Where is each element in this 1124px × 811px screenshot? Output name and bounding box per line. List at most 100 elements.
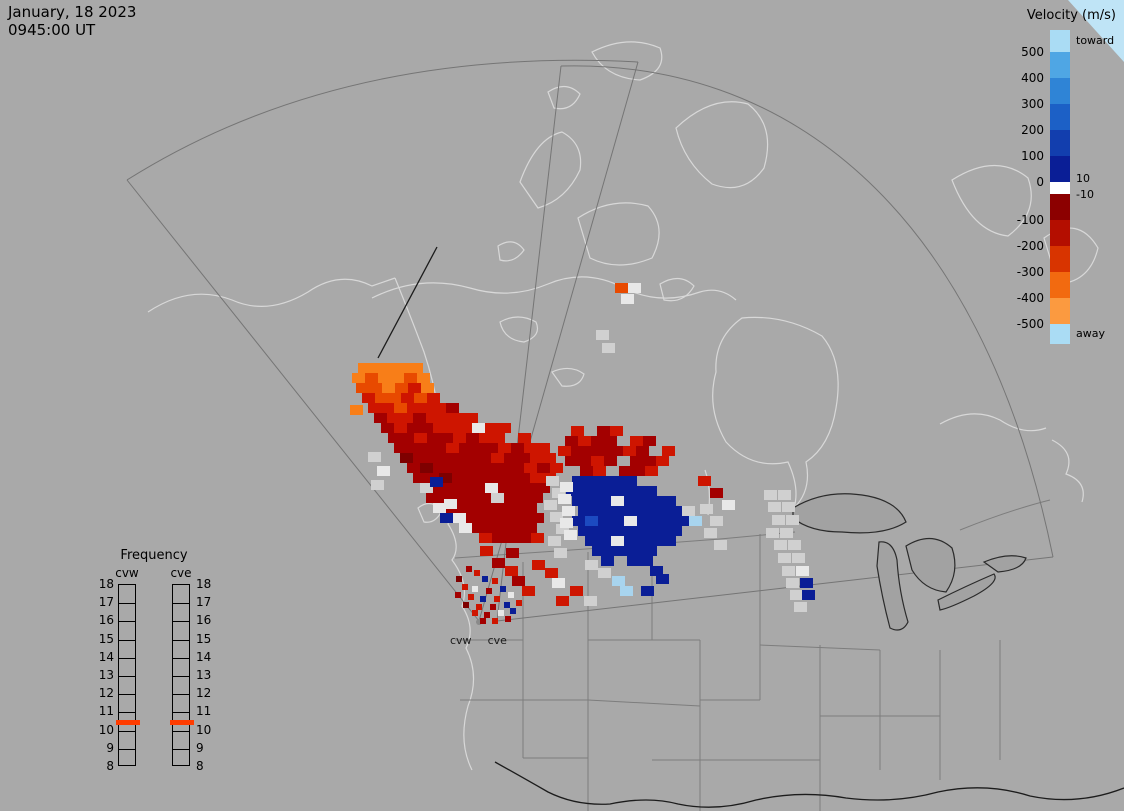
velocity-cell [650,566,663,576]
colorbar-side-label: -10 [1076,188,1094,201]
colorbar-segment [1050,298,1070,324]
velocity-cell [623,446,636,456]
velocity-cell [511,463,524,473]
velocity-cell [618,546,631,556]
velocity-cell [611,516,624,526]
velocity-cell [492,558,505,568]
velocity-cell [485,483,498,493]
velocity-cell [630,526,643,536]
velocity-cell [433,503,446,513]
velocity-cell [439,493,452,503]
velocity-cell [430,477,443,487]
velocity-cell [631,486,644,496]
velocity-cell [498,503,511,513]
velocity-cell [414,393,427,403]
velocity-cell [585,560,598,570]
velocity-cell [401,433,414,443]
velocity-cell [382,383,395,393]
velocity-cell [491,453,504,463]
velocity-cell [564,530,577,540]
velocity-cell [479,533,492,543]
velocity-cell [479,513,492,523]
velocity-cell [368,452,381,462]
velocity-cell [462,584,468,590]
velocity-cell [782,502,795,512]
velocity-cell [420,403,433,413]
radar-label-cvw: cvw [450,634,472,647]
velocity-cell [585,536,598,546]
velocity-cell [498,443,511,453]
colorbar-segment [1050,78,1070,104]
velocity-cell [394,423,407,433]
velocity-cell [511,503,524,513]
velocity-cell [618,486,631,496]
velocity-cell [772,515,785,525]
velocity-cell [491,473,504,483]
velocity-cell [624,536,637,546]
velocity-cell [453,433,466,443]
velocity-cell [459,523,472,533]
velocity-cell [459,423,472,433]
velocity-cell [500,586,506,592]
velocity-cell [433,483,446,493]
freq-tick-line [119,730,135,732]
velocity-cell [604,456,617,466]
velocity-cell [543,453,556,463]
velocity-cell [498,423,511,433]
velocity-cell [552,578,565,588]
velocity-cell [663,516,676,526]
velocity-cell [452,453,465,463]
velocity-cell [605,486,618,496]
velocity-cell [530,453,543,463]
freq-tick-line [119,694,135,696]
velocity-cell [517,473,530,483]
velocity-cell [378,373,391,383]
velocity-cell [592,486,605,496]
velocity-cell [479,433,492,443]
velocity-cell [485,523,498,533]
velocity-cell [585,496,598,506]
velocity-cell [656,456,669,466]
velocity-cell [537,463,550,473]
velocity-cell [598,496,611,506]
freq-tick-line [173,639,189,641]
freq-scale-number: 13 [196,668,212,682]
velocity-cell [494,596,500,602]
velocity-cell [433,443,446,453]
velocity-cell [556,596,569,606]
velocity-cell [452,493,465,503]
velocity-cell [602,343,615,353]
velocity-cell [579,486,592,496]
colorbar-segment [1050,104,1070,130]
velocity-cell [584,446,597,456]
velocity-cell [472,523,485,533]
velocity-cell [480,618,486,624]
velocity-cell [466,433,479,443]
velocity-cell [571,446,584,456]
velocity-cell [369,383,382,393]
velocity-cell [417,373,430,383]
velocity-cell [397,363,410,373]
velocity-cell [550,463,563,473]
velocity-cell [394,443,407,453]
colorbar-tick-labels: 500 400 300 200 100 0 -100 -200 -300 -400 -500 [1002,30,1048,348]
velocity-cell [621,294,634,304]
colorbar-tick: 100 [1021,149,1044,163]
colorbar-side-label: away [1076,327,1105,340]
velocity-cell [611,536,624,546]
velocity-cell [413,413,426,423]
velocity-cell [517,493,530,503]
freq-tick-line [173,621,189,623]
velocity-cell [631,546,644,556]
velocity-cell [630,456,643,466]
velocity-cell [524,443,537,453]
velocity-cell [517,453,530,463]
velocity-cell [433,403,446,413]
colorbar-tick: -500 [1016,317,1044,331]
velocity-cell [420,443,433,453]
velocity-cell [518,533,531,543]
freq-scale-number: 13 [98,668,114,682]
velocity-cell [350,405,363,415]
velocity-cell [455,592,461,598]
